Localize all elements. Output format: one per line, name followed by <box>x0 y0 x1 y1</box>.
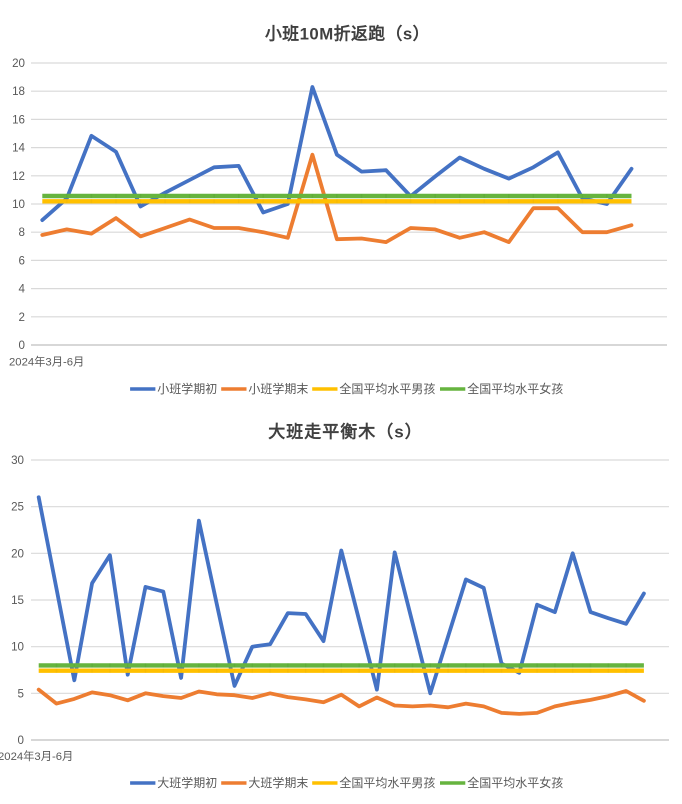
svg-text:20: 20 <box>12 57 25 70</box>
svg-text:大班走平衡木（s）: 大班走平衡木（s） <box>268 422 422 442</box>
svg-text:4: 4 <box>19 283 26 296</box>
svg-text:5: 5 <box>18 687 24 700</box>
svg-text:2: 2 <box>19 311 25 324</box>
svg-text:2024年3月-6月: 2024年3月-6月 <box>0 749 73 763</box>
svg-text:大班学期初: 大班学期初 <box>157 775 217 790</box>
svg-text:小班学期初: 小班学期初 <box>157 381 217 396</box>
svg-text:12: 12 <box>12 170 25 183</box>
svg-text:14: 14 <box>12 142 25 155</box>
svg-text:6: 6 <box>19 254 25 267</box>
svg-text:10: 10 <box>11 641 24 654</box>
svg-text:全国平均水平女孩: 全国平均水平女孩 <box>467 381 563 396</box>
svg-text:全国平均水平女孩: 全国平均水平女孩 <box>467 775 563 790</box>
svg-text:15: 15 <box>11 594 24 607</box>
svg-text:2024年3月-6月: 2024年3月-6月 <box>9 355 84 369</box>
svg-text:25: 25 <box>11 501 24 514</box>
svg-text:全国平均水平男孩: 全国平均水平男孩 <box>339 775 435 790</box>
svg-text:大班学期末: 大班学期末 <box>248 775 308 790</box>
svg-text:10: 10 <box>12 198 25 211</box>
svg-text:0: 0 <box>18 734 24 747</box>
svg-text:小班10M折返跑（s）: 小班10M折返跑（s） <box>265 24 430 44</box>
svg-text:20: 20 <box>11 547 24 560</box>
svg-text:30: 30 <box>11 454 24 467</box>
svg-text:16: 16 <box>12 113 25 126</box>
svg-text:小班学期末: 小班学期末 <box>248 381 308 396</box>
svg-text:18: 18 <box>12 85 25 98</box>
svg-text:8: 8 <box>19 226 25 239</box>
svg-text:0: 0 <box>19 339 25 352</box>
svg-text:全国平均水平男孩: 全国平均水平男孩 <box>339 381 435 396</box>
